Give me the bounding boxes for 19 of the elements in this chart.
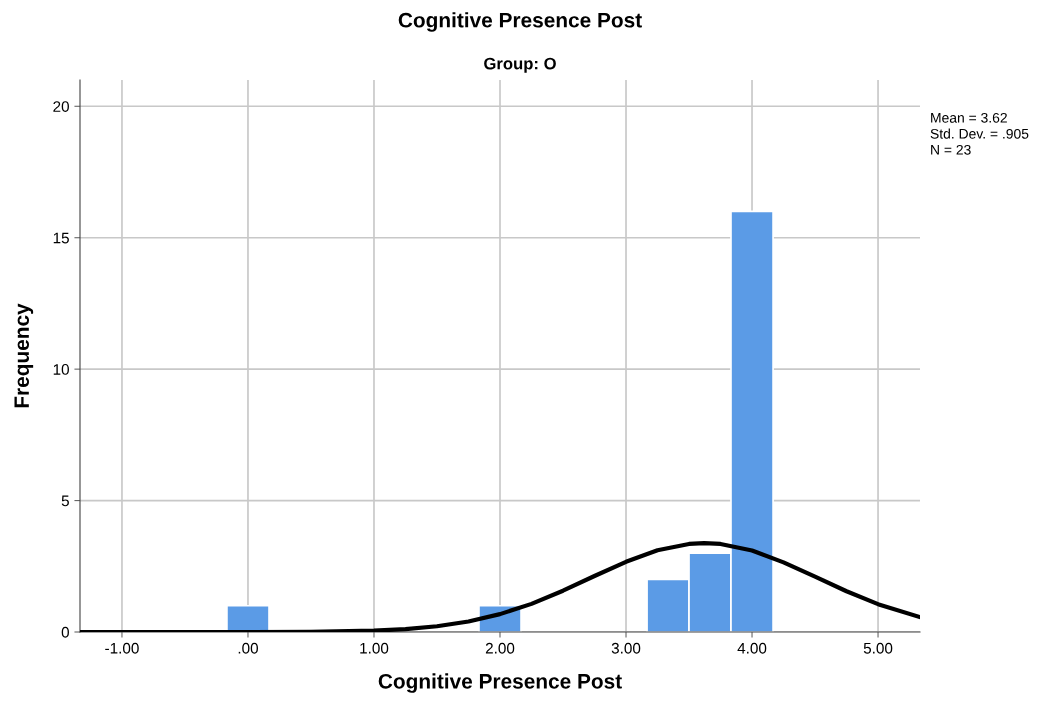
chart-subtitle: Group: O [484, 57, 556, 73]
text: Mean = 3.62 [931, 112, 1007, 123]
y-tick-label: 0 [61, 626, 69, 638]
chart-title: Cognitive Presence Post [398, 12, 642, 32]
x-tick-label: .00 [238, 642, 258, 654]
x-tick-label: 3.00 [611, 642, 641, 654]
y-tick-label: 10 [53, 364, 69, 375]
text: N = 23 [931, 144, 971, 155]
x-tick-label: 5.00 [863, 642, 893, 654]
x-tick-label: 1.00 [360, 642, 389, 654]
x-tick-label: -1.00 [105, 642, 139, 654]
y-tick-label: 5 [61, 495, 69, 507]
x-tick-label: 2.00 [485, 642, 515, 654]
y-tick-label: 20 [53, 101, 69, 112]
text: Std. Dev. = .905 [930, 128, 1029, 139]
y-axis-title: Frequency [14, 303, 34, 408]
x-axis-title: Cognitive Presence Post [378, 673, 622, 693]
y-tick-label: 15 [53, 232, 69, 244]
x-tick-label: 4.00 [737, 642, 767, 654]
